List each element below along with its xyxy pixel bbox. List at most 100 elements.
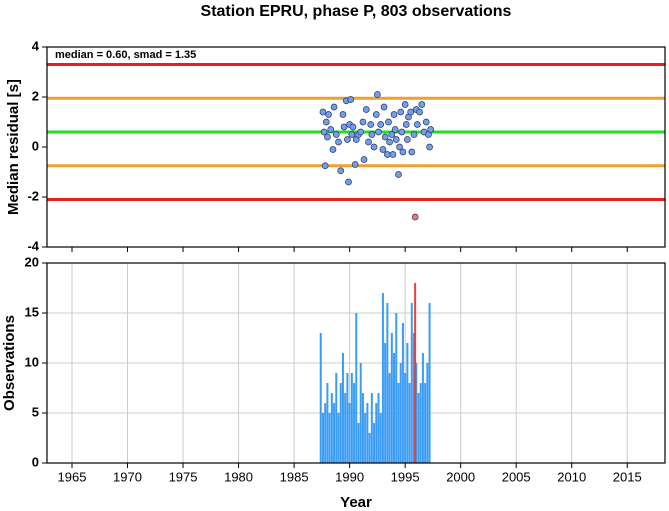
bar — [366, 403, 369, 463]
point — [384, 151, 391, 158]
bar — [350, 373, 353, 463]
point — [410, 131, 418, 138]
point — [360, 156, 368, 163]
point — [337, 167, 345, 175]
point — [404, 136, 411, 143]
plot-frame — [46, 46, 666, 248]
y-tick-label: 0 — [32, 138, 39, 153]
point — [379, 146, 387, 153]
point — [381, 133, 389, 141]
bar — [357, 423, 360, 463]
bar — [421, 353, 424, 463]
y-tick-label: 10 — [25, 354, 39, 369]
bar — [326, 383, 329, 463]
point — [319, 108, 327, 116]
point — [385, 118, 392, 126]
point — [391, 126, 399, 133]
bar — [415, 363, 418, 463]
bar — [426, 363, 429, 463]
bar — [381, 293, 384, 463]
bar — [413, 333, 416, 463]
point — [402, 121, 410, 128]
point — [396, 143, 403, 151]
y-tick-label: -4 — [27, 238, 39, 253]
point — [398, 128, 406, 136]
point — [375, 128, 382, 136]
bar — [330, 393, 333, 463]
point — [347, 96, 355, 103]
x-tick-label: 1990 — [335, 469, 364, 484]
bar — [339, 383, 342, 463]
point — [426, 143, 433, 151]
point — [374, 91, 381, 98]
point — [386, 138, 393, 146]
x-tick-label: 2000 — [446, 469, 475, 484]
point — [349, 123, 357, 131]
bar — [335, 373, 338, 463]
bar — [379, 413, 382, 463]
point — [327, 126, 335, 133]
point — [330, 103, 338, 111]
point — [357, 128, 365, 136]
point — [368, 131, 376, 138]
bar — [328, 413, 331, 463]
point — [340, 123, 348, 131]
bar — [419, 383, 422, 463]
x-axis-label: Year — [340, 494, 372, 511]
bar — [344, 393, 347, 463]
y-tick-label: 0 — [32, 454, 39, 469]
bar — [346, 373, 349, 463]
point — [377, 121, 385, 128]
point — [427, 126, 435, 133]
point — [329, 146, 337, 153]
point — [418, 101, 426, 108]
bar — [341, 353, 344, 463]
x-tick-label: 2005 — [502, 469, 531, 484]
y-tick-label: 20 — [25, 254, 39, 269]
bar — [390, 333, 393, 463]
point — [388, 131, 396, 138]
bar — [393, 353, 396, 463]
bar — [410, 303, 413, 463]
point — [392, 136, 400, 143]
bar — [324, 403, 327, 463]
x-tick-label: 1980 — [224, 469, 253, 484]
bar — [388, 373, 391, 463]
bar — [364, 413, 367, 463]
x-tick-label: 1965 — [58, 469, 87, 484]
bar — [404, 373, 407, 463]
bar — [417, 393, 420, 463]
y-tick-label: 15 — [25, 304, 39, 319]
bar — [333, 403, 336, 463]
x-tick-label: 1985 — [280, 469, 309, 484]
y-axis-label: Observations — [1, 315, 18, 411]
y-tick-label: 5 — [32, 404, 39, 419]
chart-title: Station EPRU, phase P, 803 observations — [201, 3, 512, 20]
point — [407, 108, 415, 116]
y-tick-label: 2 — [32, 88, 39, 103]
bar — [370, 393, 373, 463]
x-tick-label: 1975 — [169, 469, 198, 484]
point — [390, 111, 398, 118]
point — [367, 121, 375, 128]
bar — [373, 423, 376, 463]
point — [351, 161, 359, 168]
bar — [377, 393, 380, 463]
bar — [375, 403, 378, 463]
point — [335, 138, 342, 146]
x-tick-label: 1995 — [391, 469, 420, 484]
bar — [399, 363, 402, 463]
point — [339, 111, 347, 118]
point — [422, 118, 430, 126]
point — [401, 101, 409, 108]
point — [372, 111, 380, 118]
bar — [406, 343, 409, 463]
point — [348, 131, 356, 138]
y-axis-label: Median residual [s] — [5, 79, 22, 215]
point — [397, 108, 405, 116]
x-tick-label: 2015 — [613, 469, 642, 484]
point — [416, 108, 423, 116]
bar — [355, 313, 358, 463]
point — [370, 143, 378, 151]
